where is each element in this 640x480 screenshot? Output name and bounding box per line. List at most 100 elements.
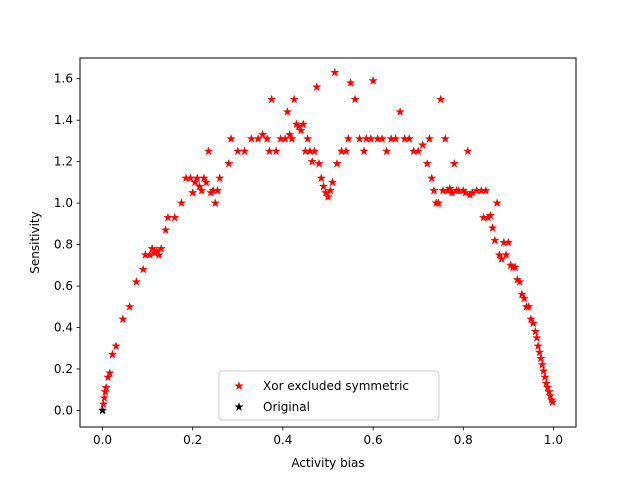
data-point bbox=[98, 399, 109, 409]
data-point bbox=[284, 129, 295, 139]
y-axis-label: Sensitivity bbox=[28, 211, 42, 273]
y-tick-label: 0.2 bbox=[54, 362, 73, 376]
data-point bbox=[210, 198, 221, 208]
data-point bbox=[103, 372, 113, 382]
data-point bbox=[413, 146, 423, 156]
data-point bbox=[534, 347, 545, 357]
data-point bbox=[429, 185, 439, 195]
x-tick-label: 0.8 bbox=[454, 433, 473, 447]
x-tick-label: 0.4 bbox=[273, 433, 292, 447]
data-point bbox=[298, 119, 308, 129]
legend-label-xor-excluded-symmetric: Xor excluded symmetric bbox=[263, 379, 409, 393]
data-point bbox=[160, 225, 171, 235]
data-point bbox=[368, 75, 378, 85]
data-markers bbox=[97, 67, 558, 415]
data-point bbox=[444, 183, 455, 193]
y-tick-label: 1.2 bbox=[54, 155, 73, 169]
data-point bbox=[226, 133, 236, 143]
data-point bbox=[212, 185, 223, 195]
data-point bbox=[526, 314, 536, 324]
data-point bbox=[196, 185, 207, 195]
data-point bbox=[111, 341, 121, 351]
data-point bbox=[314, 158, 324, 168]
legend-star-icon bbox=[234, 401, 244, 412]
data-point bbox=[104, 368, 115, 378]
data-point bbox=[537, 359, 547, 369]
data-point bbox=[433, 198, 444, 208]
data-point bbox=[341, 146, 351, 156]
data-point bbox=[257, 129, 268, 139]
data-point bbox=[492, 198, 502, 208]
data-point bbox=[538, 366, 549, 376]
y-tick-label: 1.4 bbox=[54, 113, 73, 127]
x-axis-label: Activity bias bbox=[291, 456, 364, 470]
data-point bbox=[156, 243, 166, 253]
legend-marker-original bbox=[234, 401, 244, 412]
x-tick-label: 0.6 bbox=[364, 433, 383, 447]
legend-marker-xor-excluded-symmetric bbox=[234, 380, 244, 391]
data-point bbox=[532, 332, 542, 342]
data-point bbox=[262, 133, 272, 143]
data-point bbox=[316, 173, 327, 183]
data-point bbox=[271, 146, 281, 156]
legend-box bbox=[218, 370, 440, 421]
data-point bbox=[426, 173, 437, 183]
data-point bbox=[311, 82, 322, 92]
data-point bbox=[417, 140, 428, 150]
data-point bbox=[440, 133, 451, 143]
data-point bbox=[124, 301, 135, 311]
data-point bbox=[318, 181, 329, 191]
legend-star-icon bbox=[234, 380, 244, 391]
data-point bbox=[359, 146, 369, 156]
y-tick-label: 0.6 bbox=[54, 279, 73, 293]
x-tick-label: 0.0 bbox=[93, 433, 112, 447]
data-point bbox=[345, 77, 356, 87]
data-point bbox=[343, 133, 354, 143]
x-tick-label: 1.0 bbox=[544, 433, 563, 447]
data-point bbox=[536, 353, 546, 363]
data-point bbox=[101, 382, 111, 392]
data-point bbox=[528, 318, 538, 328]
data-point bbox=[481, 185, 491, 195]
data-point bbox=[404, 133, 414, 143]
data-point bbox=[325, 185, 336, 195]
data-point bbox=[390, 133, 401, 143]
data-point bbox=[323, 191, 333, 201]
data-point bbox=[154, 249, 164, 260]
data-point bbox=[517, 289, 527, 299]
data-point bbox=[422, 158, 432, 168]
data-point bbox=[107, 349, 118, 359]
data-point bbox=[530, 326, 541, 336]
data-point bbox=[424, 133, 435, 143]
data-point bbox=[542, 382, 553, 392]
data-point bbox=[194, 181, 205, 191]
y-tick-label: 0.8 bbox=[54, 238, 73, 252]
data-point bbox=[329, 67, 340, 77]
y-tick-label: 0.4 bbox=[54, 320, 73, 334]
data-point bbox=[332, 158, 342, 168]
data-point bbox=[289, 94, 299, 104]
data-point bbox=[97, 405, 108, 415]
data-point bbox=[395, 106, 405, 116]
data-point bbox=[514, 276, 525, 286]
data-point bbox=[201, 177, 212, 187]
data-point bbox=[533, 341, 543, 351]
data-point bbox=[544, 386, 554, 396]
data-point bbox=[485, 210, 496, 220]
data-point bbox=[118, 314, 128, 324]
data-point bbox=[187, 187, 198, 197]
data-point bbox=[377, 133, 387, 143]
x-axis: 0.0 0.2 0.4 0.6 0.8 1.0 bbox=[93, 427, 563, 447]
data-point bbox=[541, 378, 552, 388]
data-point bbox=[449, 158, 460, 168]
data-point bbox=[350, 94, 360, 104]
data-point bbox=[176, 198, 187, 208]
legend-label-original: Original bbox=[263, 400, 310, 414]
data-point bbox=[302, 133, 313, 143]
data-point bbox=[287, 133, 297, 143]
data-point bbox=[203, 146, 214, 156]
data-point bbox=[169, 212, 180, 222]
data-point bbox=[503, 237, 514, 247]
data-point bbox=[327, 177, 338, 187]
